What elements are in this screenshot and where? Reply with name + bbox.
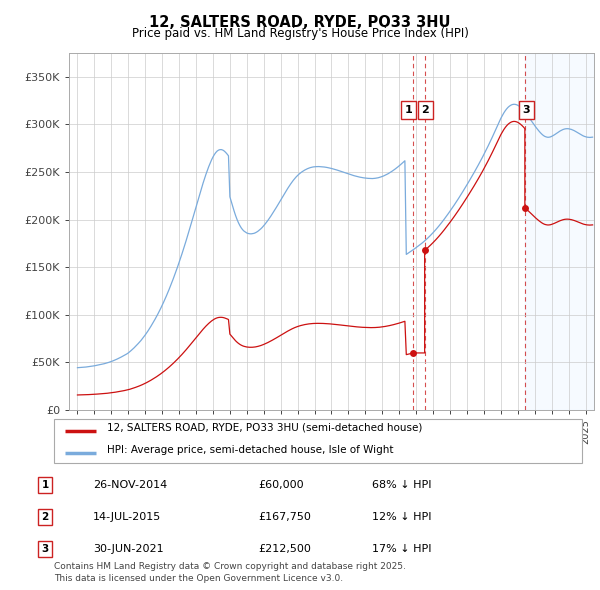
Text: 26-NOV-2014: 26-NOV-2014 (93, 480, 167, 490)
FancyBboxPatch shape (54, 419, 582, 463)
Text: HPI: Average price, semi-detached house, Isle of Wight: HPI: Average price, semi-detached house,… (107, 445, 394, 455)
Text: Price paid vs. HM Land Registry's House Price Index (HPI): Price paid vs. HM Land Registry's House … (131, 27, 469, 40)
Text: 2: 2 (422, 105, 430, 115)
Text: £167,750: £167,750 (258, 512, 311, 522)
Text: 1: 1 (404, 105, 412, 115)
Text: £212,500: £212,500 (258, 544, 311, 553)
Text: 1: 1 (41, 480, 49, 490)
Text: 17% ↓ HPI: 17% ↓ HPI (372, 544, 431, 553)
Text: 3: 3 (41, 544, 49, 553)
Text: £60,000: £60,000 (258, 480, 304, 490)
Text: 14-JUL-2015: 14-JUL-2015 (93, 512, 161, 522)
Text: 12, SALTERS ROAD, RYDE, PO33 3HU: 12, SALTERS ROAD, RYDE, PO33 3HU (149, 15, 451, 30)
Text: Contains HM Land Registry data © Crown copyright and database right 2025.
This d: Contains HM Land Registry data © Crown c… (54, 562, 406, 583)
Text: 3: 3 (523, 105, 530, 115)
Text: 12% ↓ HPI: 12% ↓ HPI (372, 512, 431, 522)
Text: 2: 2 (41, 512, 49, 522)
Text: 12, SALTERS ROAD, RYDE, PO33 3HU (semi-detached house): 12, SALTERS ROAD, RYDE, PO33 3HU (semi-d… (107, 422, 422, 432)
Text: 30-JUN-2021: 30-JUN-2021 (93, 544, 164, 553)
Text: 68% ↓ HPI: 68% ↓ HPI (372, 480, 431, 490)
Bar (525, 53, 594, 410)
